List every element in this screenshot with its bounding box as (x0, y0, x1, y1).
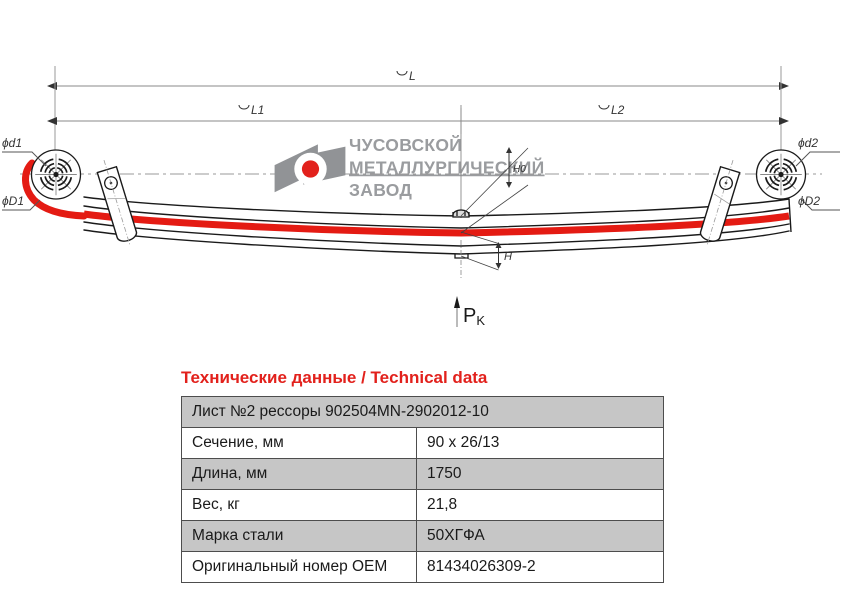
svg-text:ϕD2: ϕD2 (798, 194, 820, 208)
svg-text:L: L (409, 69, 416, 83)
svg-text:L2: L2 (611, 103, 625, 117)
svg-text:ϕD1: ϕD1 (2, 194, 24, 208)
svg-text:ЧУСОВСКОЙ: ЧУСОВСКОЙ (349, 134, 462, 155)
svg-text:PK: PK (463, 305, 485, 328)
svg-text:H0: H0 (513, 164, 526, 175)
svg-text:ϕd1: ϕd1 (2, 136, 22, 150)
svg-text:ϕd2: ϕd2 (798, 136, 818, 150)
svg-text:ЗАВОД: ЗАВОД (349, 180, 412, 200)
svg-text:H: H (504, 251, 512, 263)
svg-text:L1: L1 (251, 103, 264, 117)
